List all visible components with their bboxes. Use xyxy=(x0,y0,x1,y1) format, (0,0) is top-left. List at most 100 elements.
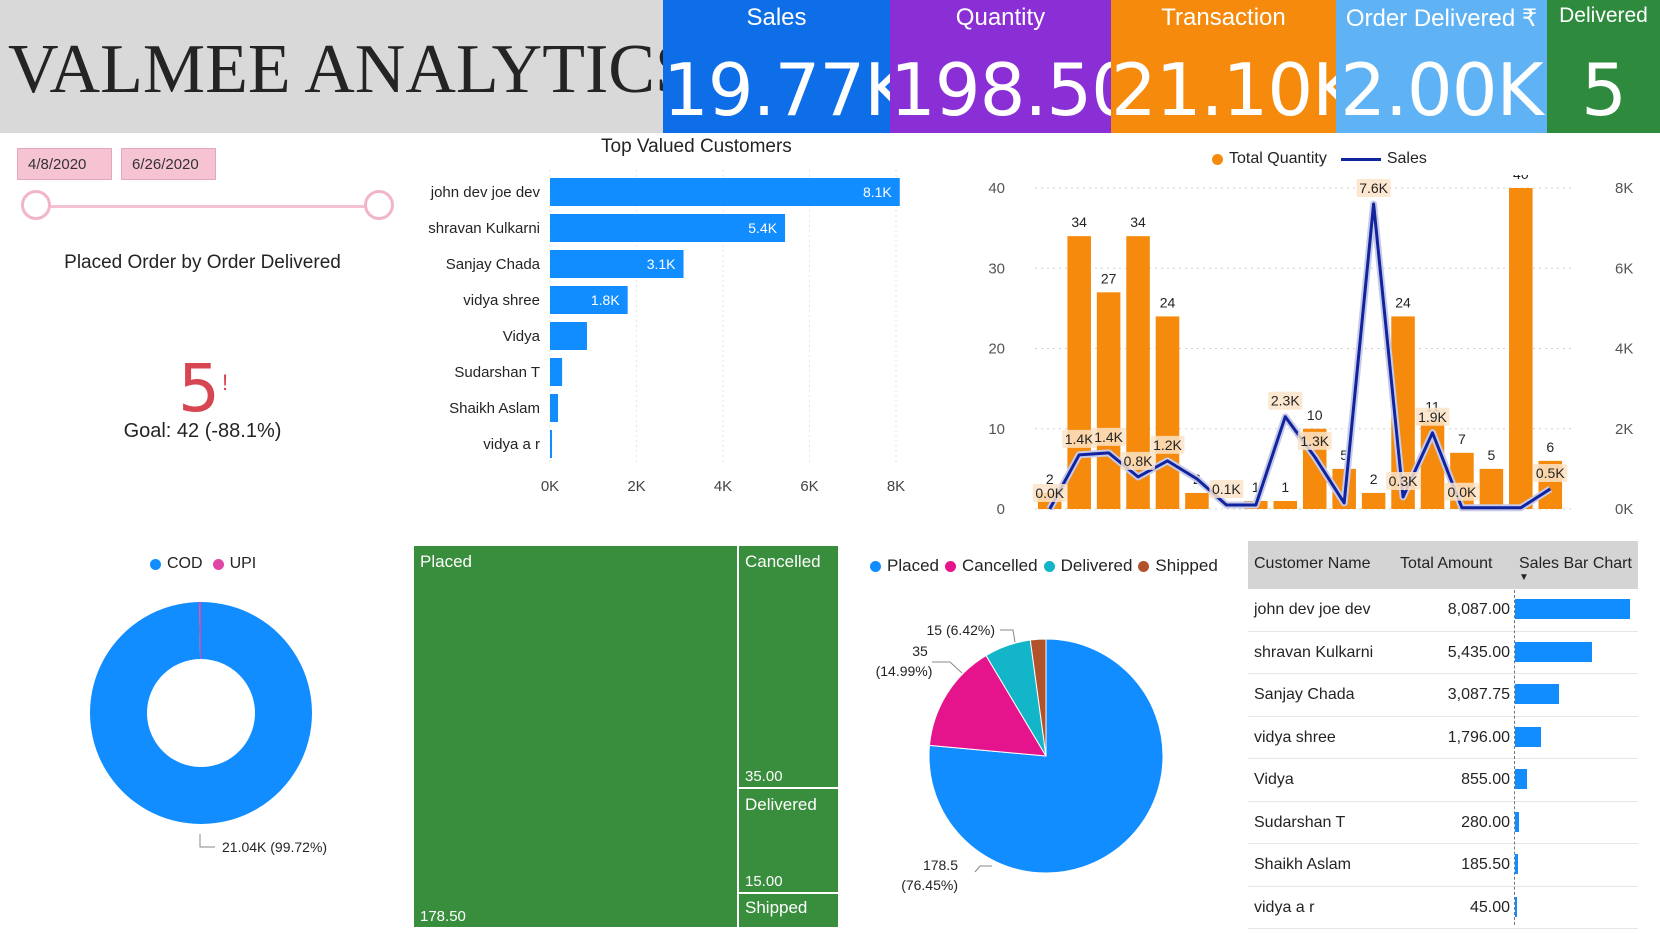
cell-total-amount: 1,796.00 xyxy=(1447,728,1510,746)
quantity-data-label: 5 xyxy=(1487,447,1495,463)
cell-total-amount: 5,435.00 xyxy=(1447,643,1510,661)
sales-label-bg xyxy=(1268,391,1303,410)
y-right-tick-label: 4K xyxy=(1615,341,1633,358)
kpi-value: 19.77K xyxy=(663,48,890,132)
cell-customer-name: vidya a r xyxy=(1254,898,1315,916)
quantity-data-label: 2 xyxy=(1370,471,1378,487)
tile-label: Cancelled xyxy=(745,552,821,571)
tile-label: Delivered xyxy=(745,795,817,814)
title-banner xyxy=(0,0,663,133)
cell-customer-name: Shaikh Aslam xyxy=(1254,856,1351,873)
cell-total-amount: 185.50 xyxy=(1461,856,1510,873)
legend-shipped-label: Shipped xyxy=(1155,556,1218,575)
quantity-data-label: 2 xyxy=(1046,471,1054,487)
sales-data-label: 0.5K xyxy=(1536,465,1565,481)
kpi-value: 5 xyxy=(1581,48,1627,132)
status-pie-chart[interactable]: 178.5 (76.45%) 35 (14.99%) 15 (6.42%) xyxy=(860,600,1250,934)
treemap-tile-cancelled[interactable]: Cancelled 35.00 xyxy=(738,545,839,788)
table-body: john dev joe dev 8,087.00 shravan Kulkarni… xyxy=(1248,589,1638,929)
treemap-tile-shipped[interactable]: Shipped xyxy=(738,893,839,928)
cell-total-amount: 855.00 xyxy=(1461,771,1510,788)
table-row[interactable]: Sudarshan T 280.00 xyxy=(1248,802,1638,844)
table-header: Customer Name Total Amount Sales Bar Cha… xyxy=(1248,541,1638,589)
kpi-transaction[interactable]: Transaction 21.10K xyxy=(1111,0,1336,133)
bar xyxy=(550,178,900,206)
category-label: vidya a r xyxy=(483,436,540,453)
quantity-data-label: 34 xyxy=(1071,214,1087,230)
quantity-data-label: 40 xyxy=(1513,175,1529,182)
table-row[interactable]: Sanjay Chada 3,087.75 xyxy=(1248,674,1638,717)
kpi-label: Delivered xyxy=(1559,4,1648,27)
payment-donut-chart[interactable]: 21.04K (99.72%)0.06K (0.28%) xyxy=(0,600,410,934)
cell-total-amount: 280.00 xyxy=(1461,813,1510,831)
date-slider-start-handle[interactable] xyxy=(21,190,51,220)
legend-placed-label: Placed xyxy=(887,556,939,575)
top-customers-chart[interactable]: 0K 2K 4K 6K 8K john dev joe dev 8.1K shravan Ku… xyxy=(405,170,945,530)
table-row[interactable]: vidya a r 45.00 xyxy=(1248,887,1638,929)
table-row[interactable]: shravan Kulkarni 5,435.00 xyxy=(1248,632,1638,674)
legend-shipped-marker xyxy=(1138,560,1150,572)
quantity-data-label: 34 xyxy=(1130,214,1146,230)
category-label: vidya shree xyxy=(463,292,540,309)
legend-cod-marker xyxy=(150,558,161,570)
kpi-delivered[interactable]: Delivered 5 xyxy=(1547,0,1660,133)
quantity-data-label: 24 xyxy=(1395,294,1411,310)
y-right-tick-label: 8K xyxy=(1615,180,1633,197)
kpi-label: Order Delivered ₹ xyxy=(1345,5,1538,32)
leader-line xyxy=(932,661,963,674)
treemap-tile-delivered[interactable]: Delivered 15.00 xyxy=(738,788,839,893)
category-label: Sudarshan T xyxy=(454,364,540,381)
quantity-data-label: 7 xyxy=(1458,431,1466,447)
quantity-data-label: 1 xyxy=(1281,479,1289,495)
legend-cancelled-marker xyxy=(944,560,956,572)
x-tick-label: 2K xyxy=(627,478,645,495)
y-left-tick-label: 30 xyxy=(988,260,1005,277)
cell-sales-bar xyxy=(1515,854,1518,874)
category-label: Shaikh Aslam xyxy=(449,400,540,417)
cell-sales-bar xyxy=(1515,684,1559,704)
quantity-bar xyxy=(1361,492,1386,509)
kpi-label: Transaction xyxy=(1161,4,1286,31)
kpi-card-goal: Goal: 42 (-88.1%) xyxy=(123,420,282,442)
sort-descending-icon[interactable]: ▼ xyxy=(1519,572,1529,583)
kpi-sales[interactable]: Sales 19.77K xyxy=(663,0,890,133)
customer-table[interactable]: Customer Name Total Amount Sales Bar Cha… xyxy=(1248,541,1638,929)
payment-legend: COD UPI xyxy=(150,555,256,573)
quantity-bar xyxy=(1185,492,1209,509)
table-row[interactable]: john dev joe dev 8,087.00 xyxy=(1248,589,1638,632)
treemap-tile-placed[interactable]: Placed 178.50 xyxy=(413,545,738,928)
sales-label-bg xyxy=(1032,484,1067,502)
date-start-input[interactable]: 4/8/2020 xyxy=(17,148,112,180)
donut-slice xyxy=(90,602,313,824)
col-sales-bar-chart[interactable]: Sales Bar Chart xyxy=(1519,555,1632,572)
col-customer-name[interactable]: Customer Name xyxy=(1254,555,1371,572)
table-row[interactable]: vidya shree 1,796.00 xyxy=(1248,717,1638,759)
table-bar-axis xyxy=(1514,590,1516,925)
legend-placed-marker xyxy=(870,560,881,572)
y-left-tick-label: 10 xyxy=(988,421,1005,438)
col-total-amount[interactable]: Total Amount xyxy=(1400,555,1493,572)
quantity-data-label: 27 xyxy=(1101,270,1117,286)
status-legend: Placed Cancelled Delivered Shipped xyxy=(870,556,1218,576)
sales-data-label: 1.9K xyxy=(1418,409,1447,425)
kpi-quantity[interactable]: Quantity 198.50 xyxy=(890,0,1111,133)
table-row[interactable]: Vidya 855.00 xyxy=(1248,759,1638,802)
sales-label-bg xyxy=(1415,407,1450,426)
sales-label-bg xyxy=(1386,471,1421,490)
sales-label-bg xyxy=(1356,179,1391,198)
category-label: Sanjay Chada xyxy=(446,256,541,273)
date-slider-track[interactable] xyxy=(36,205,380,208)
sales-data-label: 0.1K xyxy=(1212,481,1241,497)
cell-sales-bar xyxy=(1515,811,1519,832)
kpi-order-delivered[interactable]: Order Delivered ₹ 2.00K xyxy=(1336,0,1547,133)
cell-total-amount: 45.00 xyxy=(1469,898,1510,916)
table-row[interactable]: Shaikh Aslam 185.50 xyxy=(1248,844,1638,887)
quantity-bar xyxy=(1479,468,1504,509)
date-slider-end-handle[interactable] xyxy=(364,190,394,220)
pie-slice xyxy=(928,654,1047,757)
kpi-value: 21.10K xyxy=(1111,48,1336,132)
dashboard-title: VALMEE ANALYTICS xyxy=(8,31,694,108)
date-end-input[interactable]: 6/26/2020 xyxy=(121,148,216,180)
bar xyxy=(550,286,628,314)
